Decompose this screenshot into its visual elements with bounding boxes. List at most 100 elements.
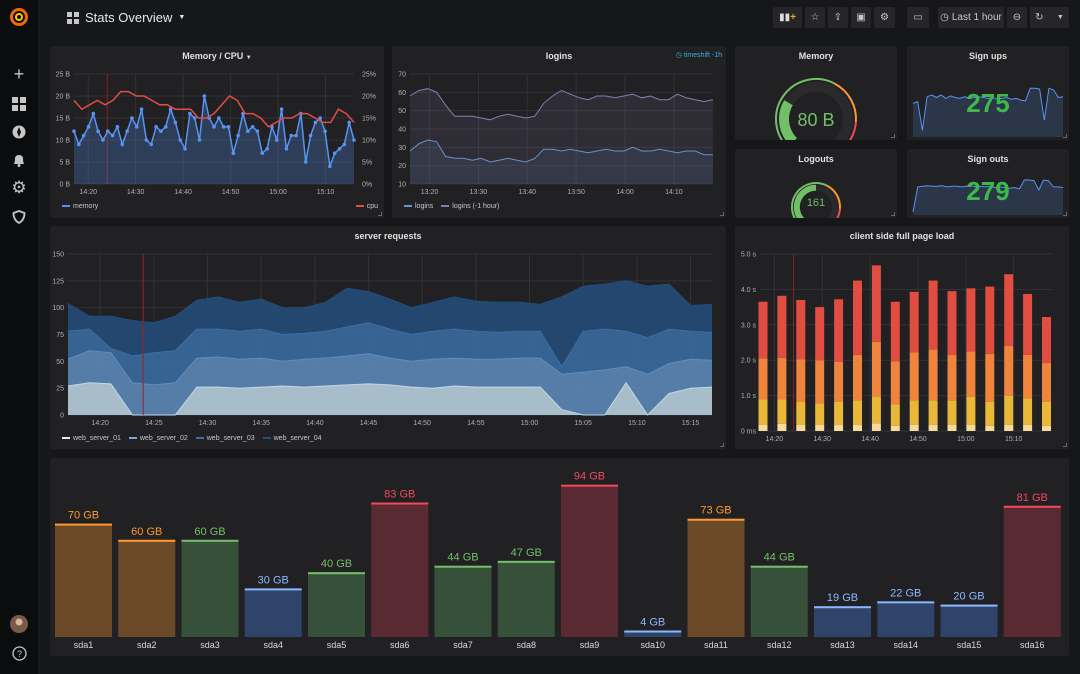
settings-button[interactable]: ⚙ xyxy=(874,7,895,28)
star-button[interactable]: ☆ xyxy=(805,7,825,28)
memory-point xyxy=(197,138,202,142)
memory-point xyxy=(303,160,308,164)
legend-item-web-server-02[interactable]: web_server_02 xyxy=(128,435,188,442)
memory-point xyxy=(308,133,313,138)
logins-chart: 10 20 30 40 50 60 70 13:20 13:30 13:40 13:50 14:00 1… xyxy=(398,72,714,196)
disk-bar-top xyxy=(118,539,176,542)
dashboards-icon[interactable] xyxy=(9,94,29,114)
time-picker-button[interactable]: ◷ Last 1 hour xyxy=(938,7,1004,28)
refresh-button[interactable]: ↻ ▼ xyxy=(1030,7,1069,28)
memory-point xyxy=(120,142,125,147)
resize-handle[interactable] xyxy=(720,443,724,447)
panel-title[interactable]: Logouts xyxy=(798,154,834,164)
x-tick-label: 14:30 xyxy=(127,189,145,196)
y-tick-label: 50 xyxy=(398,108,406,115)
resize-handle[interactable] xyxy=(720,212,724,216)
resize-handle[interactable] xyxy=(378,212,382,216)
x-tick-label: 15:00 xyxy=(957,436,975,443)
memory-point xyxy=(289,133,294,138)
disk-bar-sda12 xyxy=(750,565,808,637)
dashboard-navbar: Stats Overview ▼ ▮▮+ ☆ ⇪ ▣ ⚙ ▭ ◷ Last 1 h… xyxy=(38,0,1080,38)
bar-segment xyxy=(871,396,881,424)
memory-point xyxy=(149,142,154,147)
explore-compass-icon[interactable] xyxy=(9,122,29,142)
cycle-view-mode-button[interactable]: ▭ xyxy=(907,7,929,28)
user-avatar-icon[interactable] xyxy=(9,614,29,634)
disk-bar-label: sda3 xyxy=(200,640,220,650)
bar-segment xyxy=(890,404,900,426)
disk-bar-value: 94 GB xyxy=(574,471,605,483)
disk-bar-value: 44 GB xyxy=(764,552,795,564)
panel-title[interactable]: Memory / CPU ▼ xyxy=(182,51,252,61)
legend-item-logins[interactable]: logins xyxy=(404,203,433,210)
plus-icon[interactable]: + xyxy=(13,63,25,84)
bar-segment xyxy=(777,295,787,358)
memory-point xyxy=(226,125,231,129)
disk-bar-top xyxy=(434,565,492,568)
server-admin-shield-icon[interactable] xyxy=(9,207,29,227)
bar-segment xyxy=(1004,395,1014,425)
panel-title[interactable]: Memory xyxy=(798,51,834,61)
legend-item-memory[interactable]: memory xyxy=(62,203,98,210)
memory-cpu-chart: 0 B 5 B 10 B 15 B 20 B 25 B 14:20 14:30 14:40 14:… xyxy=(56,72,376,197)
y-tick-label: 40 xyxy=(398,127,406,134)
memory-point xyxy=(260,151,265,155)
alerting-bell-icon[interactable] xyxy=(9,150,29,170)
monitor-icon: ▭ xyxy=(913,12,923,23)
series-area-web-server-01 xyxy=(68,382,712,415)
panel-logouts-gauge: Logouts 161 xyxy=(735,149,897,218)
legend-item-cpu[interactable]: cpu xyxy=(355,203,378,210)
panel-title[interactable]: server requests xyxy=(354,231,422,241)
panel-title[interactable]: Sign ups xyxy=(969,51,1007,61)
bar-segment xyxy=(834,401,844,425)
panel-title[interactable]: Sign outs xyxy=(967,154,1009,164)
disk-bar-label: sda15 xyxy=(957,640,982,650)
memory-area xyxy=(74,96,354,184)
memory-gauge xyxy=(775,78,857,140)
disk-bar-label: sda5 xyxy=(327,640,347,650)
logins-1h-area xyxy=(410,88,713,184)
add-panel-button[interactable]: ▮▮+ xyxy=(773,7,802,28)
gauge-fill xyxy=(779,100,798,140)
save-icon: ▣ xyxy=(856,12,866,23)
resize-handle[interactable] xyxy=(1063,134,1067,138)
bar-segment xyxy=(966,396,976,425)
y-tick-label: 150 xyxy=(52,252,64,259)
y-tick-label: 20 B xyxy=(56,94,71,101)
resize-handle[interactable] xyxy=(891,212,895,216)
legend-item-logins-1h[interactable]: logins (-1 hour) xyxy=(441,203,499,210)
logins-1h-line xyxy=(409,88,714,121)
disk-bar-label: sda10 xyxy=(640,640,665,650)
dashboard-title-picker[interactable]: Stats Overview ▼ xyxy=(67,10,185,25)
resize-handle[interactable] xyxy=(1063,212,1067,216)
panel-title[interactable]: client side full page load xyxy=(849,231,955,241)
legend-item-web-server-03[interactable]: web_server_03 xyxy=(195,435,255,442)
chevron-down-icon[interactable]: ▼ xyxy=(1056,14,1064,21)
x-tick-label: 14:45 xyxy=(360,420,378,427)
gauge-value: 80 B xyxy=(797,110,835,130)
share-button[interactable]: ⇪ xyxy=(828,7,848,28)
memory-point xyxy=(139,107,144,111)
resize-handle[interactable] xyxy=(1063,443,1067,447)
bar-segment xyxy=(796,401,806,425)
bar-segment xyxy=(815,424,825,431)
disk-bar-value: 60 GB xyxy=(194,526,225,538)
bar-segment xyxy=(871,341,881,397)
gauge-value: 161 xyxy=(806,197,826,209)
bar-segment xyxy=(1023,424,1033,431)
panel-title[interactable]: logins xyxy=(545,51,573,61)
bar-segment xyxy=(758,301,768,359)
y-tick-label: 0 ms xyxy=(741,429,757,436)
legend-item-web-server-04[interactable]: web_server_04 xyxy=(262,435,322,442)
clock-icon: ◷ xyxy=(940,12,949,23)
zoom-out-button[interactable]: ⊖ xyxy=(1007,7,1027,28)
memory-point xyxy=(347,120,351,125)
grafana-logo-icon[interactable] xyxy=(9,7,29,27)
help-icon[interactable]: ? xyxy=(9,643,29,663)
legend-item-web-server-01[interactable]: web_server_01 xyxy=(62,435,121,442)
configuration-gear-icon[interactable]: ⚙ xyxy=(11,178,27,197)
resize-handle[interactable] xyxy=(891,134,895,138)
bar-segment xyxy=(966,288,976,352)
save-button[interactable]: ▣ xyxy=(851,7,871,28)
memory-point xyxy=(337,147,342,151)
